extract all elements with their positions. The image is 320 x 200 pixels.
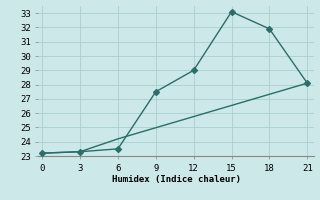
X-axis label: Humidex (Indice chaleur): Humidex (Indice chaleur) — [111, 175, 241, 184]
